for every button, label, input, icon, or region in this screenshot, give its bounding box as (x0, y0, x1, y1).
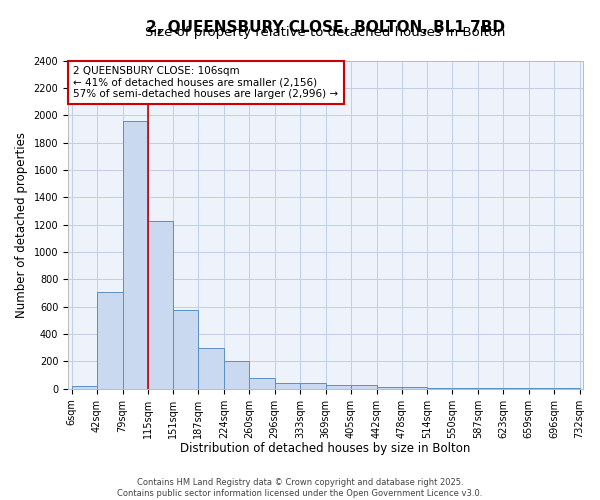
Bar (377, 386, 402, 388)
Text: 2, QUEENSBURY CLOSE, BOLTON, BL1 7BD: 2, QUEENSBURY CLOSE, BOLTON, BL1 7BD (146, 20, 505, 34)
Y-axis label: Number of detached properties: Number of detached properties (15, 132, 28, 318)
Bar (97, 292, 122, 388)
Bar (275, 382, 301, 388)
Bar (71, 386, 97, 388)
X-axis label: Distribution of detached houses by size in Bolton: Distribution of detached houses by size … (181, 442, 471, 455)
Title: Size of property relative to detached houses in Bolton: Size of property relative to detached ho… (145, 26, 506, 39)
Bar (122, 121, 148, 388)
Bar (250, 378, 275, 388)
Bar (351, 384, 377, 388)
Bar (326, 384, 351, 388)
Bar (148, 220, 173, 388)
Bar (173, 310, 198, 388)
Bar (301, 384, 326, 388)
Text: Contains HM Land Registry data © Crown copyright and database right 2025.
Contai: Contains HM Land Registry data © Crown c… (118, 478, 482, 498)
Bar (224, 362, 250, 388)
Bar (198, 348, 224, 389)
Text: 2 QUEENSBURY CLOSE: 106sqm
← 41% of detached houses are smaller (2,156)
57% of s: 2 QUEENSBURY CLOSE: 106sqm ← 41% of deta… (73, 66, 338, 99)
